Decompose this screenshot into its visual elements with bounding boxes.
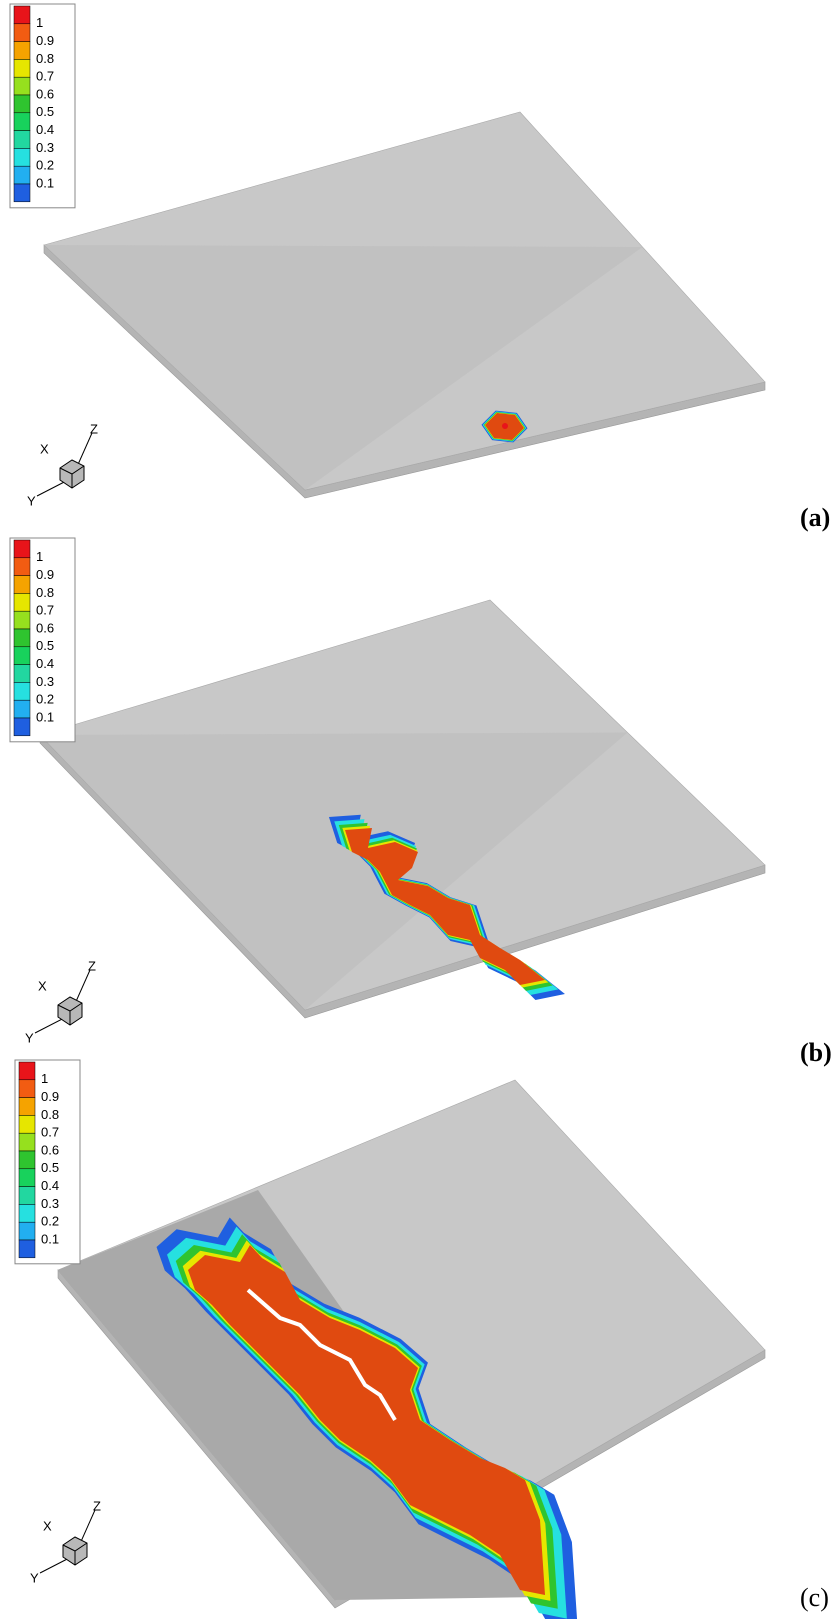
legend-label: 0.7 xyxy=(36,603,54,618)
legend-swatch xyxy=(14,6,30,24)
axis-label: Z xyxy=(90,421,98,436)
axis-label: Z xyxy=(88,958,96,973)
legend-label: 0.4 xyxy=(41,1178,59,1193)
panel: 1 0.9 0.8 0.7 0.6 0.5 0.4 0.3 0.2 0.1 X Z Y (a) xyxy=(10,4,830,532)
panel-label: (a) xyxy=(800,503,830,532)
legend-label: 0.7 xyxy=(41,1125,59,1140)
legend-swatch xyxy=(14,24,30,42)
legend-label: 0.7 xyxy=(36,69,54,84)
legend-swatch xyxy=(14,682,30,700)
legend-swatch xyxy=(14,540,30,558)
panel: 1 0.9 0.8 0.7 0.6 0.5 0.4 0.3 0.2 0.1 X Z Y (c) xyxy=(15,1060,829,1619)
legend-swatch xyxy=(14,184,30,202)
legend-label: 0.6 xyxy=(41,1142,59,1157)
legend-label: 0.1 xyxy=(36,175,54,190)
legend-label: 0.2 xyxy=(41,1214,59,1229)
legend-swatch xyxy=(19,1062,35,1080)
legend-swatch xyxy=(14,113,30,131)
legend-swatch xyxy=(19,1187,35,1205)
legend-label: 0.9 xyxy=(36,567,54,582)
legend-swatch xyxy=(14,148,30,166)
legend-label: 0.5 xyxy=(41,1160,59,1175)
legend-label: 0.2 xyxy=(36,158,54,173)
axis-label: X xyxy=(40,441,49,456)
legend-label: 0.9 xyxy=(41,1089,59,1104)
panel: 1 0.9 0.8 0.7 0.6 0.5 0.4 0.3 0.2 0.1 X Z Y (b) xyxy=(10,538,832,1067)
legend-swatch xyxy=(14,665,30,683)
legend-swatch xyxy=(19,1204,35,1222)
legend-label: 0.3 xyxy=(36,140,54,155)
legend-label: 1 xyxy=(36,549,43,564)
legend-swatch xyxy=(14,131,30,149)
legend-label: 0.5 xyxy=(36,638,54,653)
legend-swatch xyxy=(14,629,30,647)
legend-swatch xyxy=(19,1240,35,1258)
legend-swatch xyxy=(14,558,30,576)
axis-label: X xyxy=(43,1518,52,1533)
legend-swatch xyxy=(19,1151,35,1169)
legend-swatch xyxy=(19,1080,35,1098)
legend-label: 1 xyxy=(36,15,43,30)
legend-swatch xyxy=(14,166,30,184)
axis-label: Y xyxy=(27,493,36,508)
legend-swatch xyxy=(19,1115,35,1133)
panel-label: (b) xyxy=(800,1038,832,1067)
axis-label: X xyxy=(38,978,47,993)
legend-swatch xyxy=(14,576,30,594)
legend-swatch xyxy=(14,77,30,95)
legend-label: 0.5 xyxy=(36,104,54,119)
legend-label: 0.1 xyxy=(36,709,54,724)
axis-label: Y xyxy=(25,1030,34,1045)
legend-label: 0.6 xyxy=(36,620,54,635)
legend-label: 0.3 xyxy=(36,674,54,689)
panel-label: (c) xyxy=(800,1583,829,1612)
legend-label: 0.8 xyxy=(41,1107,59,1122)
legend-label: 0.6 xyxy=(36,86,54,101)
legend-swatch xyxy=(14,59,30,77)
legend-label: 0.4 xyxy=(36,656,54,671)
legend-label: 1 xyxy=(41,1071,48,1086)
legend-swatch xyxy=(19,1098,35,1116)
legend-label: 0.4 xyxy=(36,122,54,137)
axis-label: Z xyxy=(93,1498,101,1513)
page: {"legend_colors": ["#e8141a", "#f25c12",… xyxy=(0,0,837,1619)
figure: 1 0.9 0.8 0.7 0.6 0.5 0.4 0.3 0.2 0.1 X Z Y (a) 1 0.9 0.… xyxy=(0,0,837,1619)
legend-label: 0.3 xyxy=(41,1196,59,1211)
damage-core xyxy=(502,423,508,429)
legend-swatch xyxy=(14,700,30,718)
legend-label: 0.9 xyxy=(36,33,54,48)
legend-swatch xyxy=(14,593,30,611)
legend-swatch xyxy=(14,718,30,736)
legend-swatch xyxy=(14,42,30,60)
legend-label: 0.1 xyxy=(41,1231,59,1246)
legend-label: 0.8 xyxy=(36,51,54,66)
legend-swatch xyxy=(14,95,30,113)
legend-swatch xyxy=(19,1222,35,1240)
legend-swatch xyxy=(19,1169,35,1187)
legend-swatch xyxy=(14,647,30,665)
legend-swatch xyxy=(14,611,30,629)
axis-label: Y xyxy=(30,1570,39,1585)
legend-label: 0.8 xyxy=(36,585,54,600)
legend-swatch xyxy=(19,1133,35,1151)
legend-label: 0.2 xyxy=(36,692,54,707)
